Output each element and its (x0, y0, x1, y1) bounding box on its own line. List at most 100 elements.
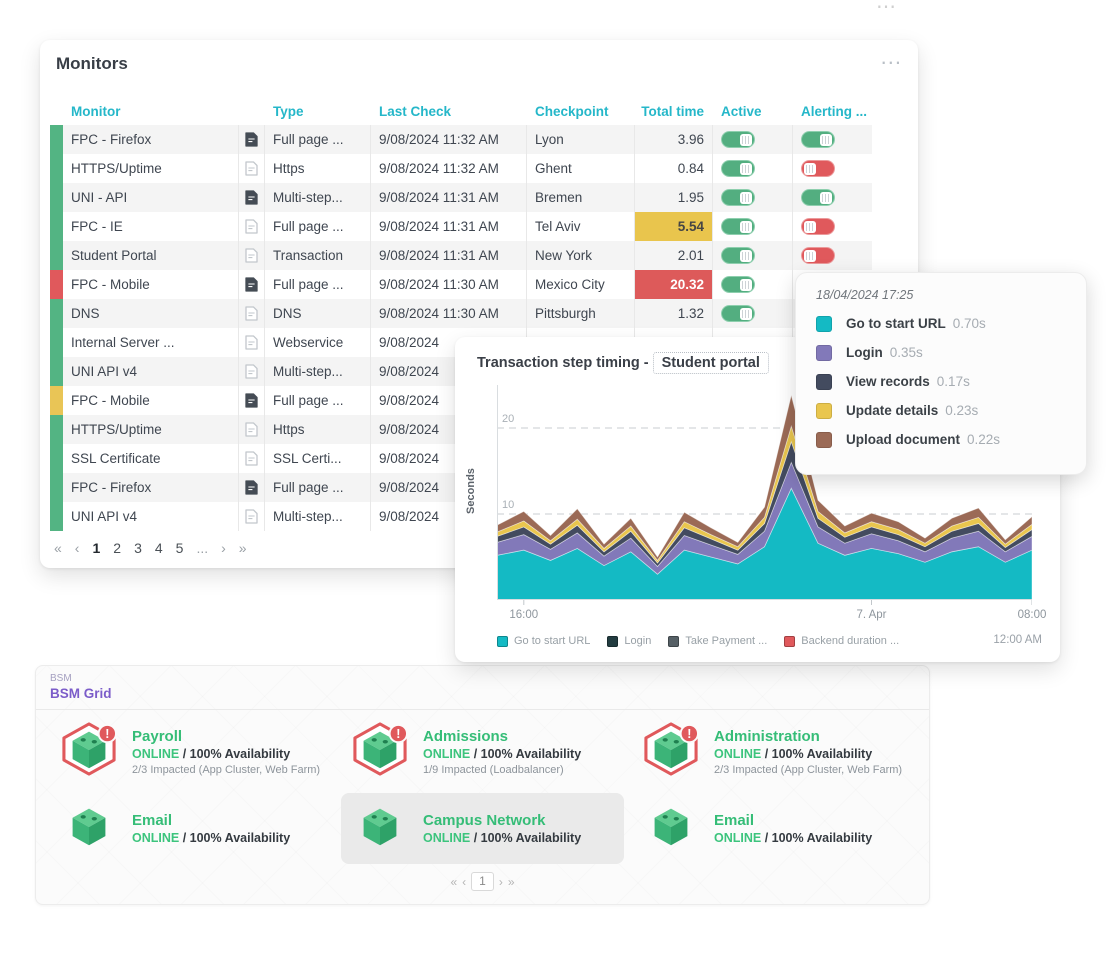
monitor-name-cell: DNS (63, 299, 239, 328)
bsm-pager-nav[interactable]: « (450, 874, 458, 889)
pager-nav[interactable]: › (221, 540, 226, 556)
service-availability: / 100% Availability (179, 746, 291, 761)
total-time-cell: 2.01 (635, 241, 713, 270)
active-toggle[interactable] (721, 131, 755, 148)
legend-item[interactable]: Backend duration ... (784, 635, 899, 647)
chart-tooltip: 18/04/2024 17:25 Go to start URL 0.70s Log… (795, 272, 1087, 475)
bsm-service-item[interactable]: Email ONLINE / 100% Availability (50, 793, 333, 864)
tooltip-item: Upload document 0.22s (816, 429, 1066, 450)
card-menu-icon[interactable]: ... (880, 44, 902, 69)
tooltip-step-value: 0.35s (889, 344, 923, 360)
column-header-active[interactable]: Active (721, 104, 762, 119)
bsm-service-item[interactable]: ! Payroll ONLINE / 100% Availability 2/3 Im… (50, 716, 333, 787)
bsm-service-item[interactable]: ! Admissions ONLINE / 100% Availability 1/9… (341, 716, 624, 787)
column-header-alerting-[interactable]: Alerting ... (801, 104, 868, 119)
monitor-name-cell: HTTPS/Uptime (63, 415, 239, 444)
service-status-online: ONLINE (132, 746, 180, 761)
bsm-pager-nav[interactable]: » (507, 874, 515, 889)
tooltip-step-value: 0.23s (945, 402, 979, 418)
column-header-checkpoint[interactable]: Checkpoint (535, 104, 609, 119)
column-header-last-check[interactable]: Last Check (379, 104, 452, 119)
alerting-toggle[interactable] (801, 189, 835, 206)
column-header-type[interactable]: Type (273, 104, 304, 119)
pager-nav[interactable]: « (54, 540, 62, 556)
svg-text:20: 20 (502, 413, 514, 425)
alerting-toggle[interactable] (801, 247, 835, 264)
pager-nav[interactable]: ‹ (74, 540, 80, 556)
monitor-name-cell: UNI API v4 (63, 357, 239, 386)
row-status-strip (50, 299, 63, 328)
svg-text:10: 10 (502, 499, 514, 511)
table-row[interactable]: FPC - Firefox Full page ... 9/08/2024 11:… (50, 125, 872, 154)
active-toggle[interactable] (721, 305, 755, 322)
column-header-blank (50, 98, 63, 125)
bsm-grid-title[interactable]: BSM Grid (50, 686, 112, 701)
table-row[interactable]: Student Portal Transaction 9/08/2024 11:3… (50, 241, 872, 270)
bsm-service-grid: ! Payroll ONLINE / 100% Availability 2/3 Im… (50, 716, 915, 864)
service-status-line: ONLINE / 100% Availability (714, 831, 872, 845)
service-name: Admissions (423, 727, 509, 745)
alerting-toggle[interactable] (801, 160, 835, 177)
service-icon-wrap: ! (642, 722, 700, 781)
pager-page-4[interactable]: 4 (154, 540, 163, 556)
active-toggle[interactable] (721, 276, 755, 293)
legend-swatch (784, 635, 796, 647)
bsm-pager-page-1[interactable]: 1 (471, 872, 494, 891)
service-status-online: ONLINE (132, 831, 180, 845)
alerting-toggle[interactable] (801, 131, 835, 148)
checkpoint-cell: Pittsburgh (527, 299, 635, 328)
table-header-row: Monitor Type Last Check Checkpoint Total tim… (50, 98, 872, 125)
svg-text:!: ! (396, 727, 400, 741)
table-row[interactable]: FPC - IE Full page ... 9/08/2024 11:31 AM… (50, 212, 872, 241)
bsm-service-item[interactable]: ! Administration ONLINE / 100% Availabilit… (632, 716, 915, 787)
monitor-type-icon (245, 248, 258, 263)
total-time-cell: 5.54 (635, 212, 713, 241)
checkpoint-cell: New York (527, 241, 635, 270)
alerting-toggle[interactable] (801, 218, 835, 235)
bsm-service-item[interactable]: Campus Network ONLINE / 100% Availability (341, 793, 624, 864)
legend-item[interactable]: Go to start URL (497, 635, 590, 647)
tooltip-swatch (816, 315, 832, 332)
pager-page-2[interactable]: 2 (113, 540, 122, 556)
legend-label: Backend duration ... (801, 635, 900, 647)
legend-swatch (607, 635, 619, 647)
pager-page-3[interactable]: 3 (134, 540, 142, 556)
pager-page-1[interactable]: 1 (92, 540, 101, 556)
service-status-line: ONLINE / 100% Availability (132, 747, 320, 761)
active-toggle[interactable] (721, 189, 755, 206)
table-row[interactable]: UNI - API Multi-step... 9/08/2024 11:31 A… (50, 183, 872, 212)
column-header-monitor[interactable]: Monitor (71, 104, 121, 119)
legend-item[interactable]: Take Payment ... (668, 635, 767, 647)
active-toggle[interactable] (721, 218, 755, 235)
stacked-area-chart[interactable]: 10 20 (496, 385, 1033, 606)
row-status-strip (50, 270, 63, 299)
toggle-knob (740, 162, 752, 175)
toggle-knob (740, 307, 752, 320)
active-toggle[interactable] (721, 160, 755, 177)
active-toggle[interactable] (721, 247, 755, 264)
row-status-strip (50, 125, 63, 154)
service-cube-icon: ! (644, 722, 699, 776)
monitor-selector[interactable]: Student portal (652, 352, 769, 374)
bsm-service-item[interactable]: Email ONLINE / 100% Availability (632, 793, 915, 864)
table-row[interactable]: FPC - Mobile Full page ... 9/08/2024 11:3… (50, 270, 872, 299)
table-row[interactable]: HTTPS/Uptime Https 9/08/2024 11:32 AM Ghen… (50, 154, 872, 183)
monitor-type-cell: Https (265, 154, 371, 183)
legend-swatch (668, 635, 680, 647)
service-impacted-line: 2/3 Impacted (App Cluster, Web Farm) (132, 763, 321, 776)
monitor-type-cell: Full page ... (265, 212, 371, 241)
pager-nav[interactable]: » (238, 540, 247, 556)
toggle-knob (804, 220, 816, 233)
service-text: Campus Network ONLINE / 100% Availability (423, 812, 581, 845)
column-header-total-time[interactable]: Total time (641, 104, 704, 119)
legend-item[interactable]: Login (607, 635, 651, 647)
transaction-timing-card: Transaction step timing - Student portal … (455, 337, 1060, 662)
monitor-type-cell: Webservice (265, 328, 371, 357)
row-status-strip (50, 473, 63, 502)
table-row[interactable]: DNS DNS 9/08/2024 11:30 AM Pittsburgh 1.32 (50, 299, 872, 328)
bsm-pager-nav[interactable]: ‹ (462, 874, 467, 889)
service-status-online: ONLINE (423, 746, 471, 761)
legend-label: Go to start URL (514, 635, 591, 647)
bsm-pager-nav[interactable]: › (498, 874, 503, 889)
pager-page-5[interactable]: 5 (175, 540, 184, 556)
